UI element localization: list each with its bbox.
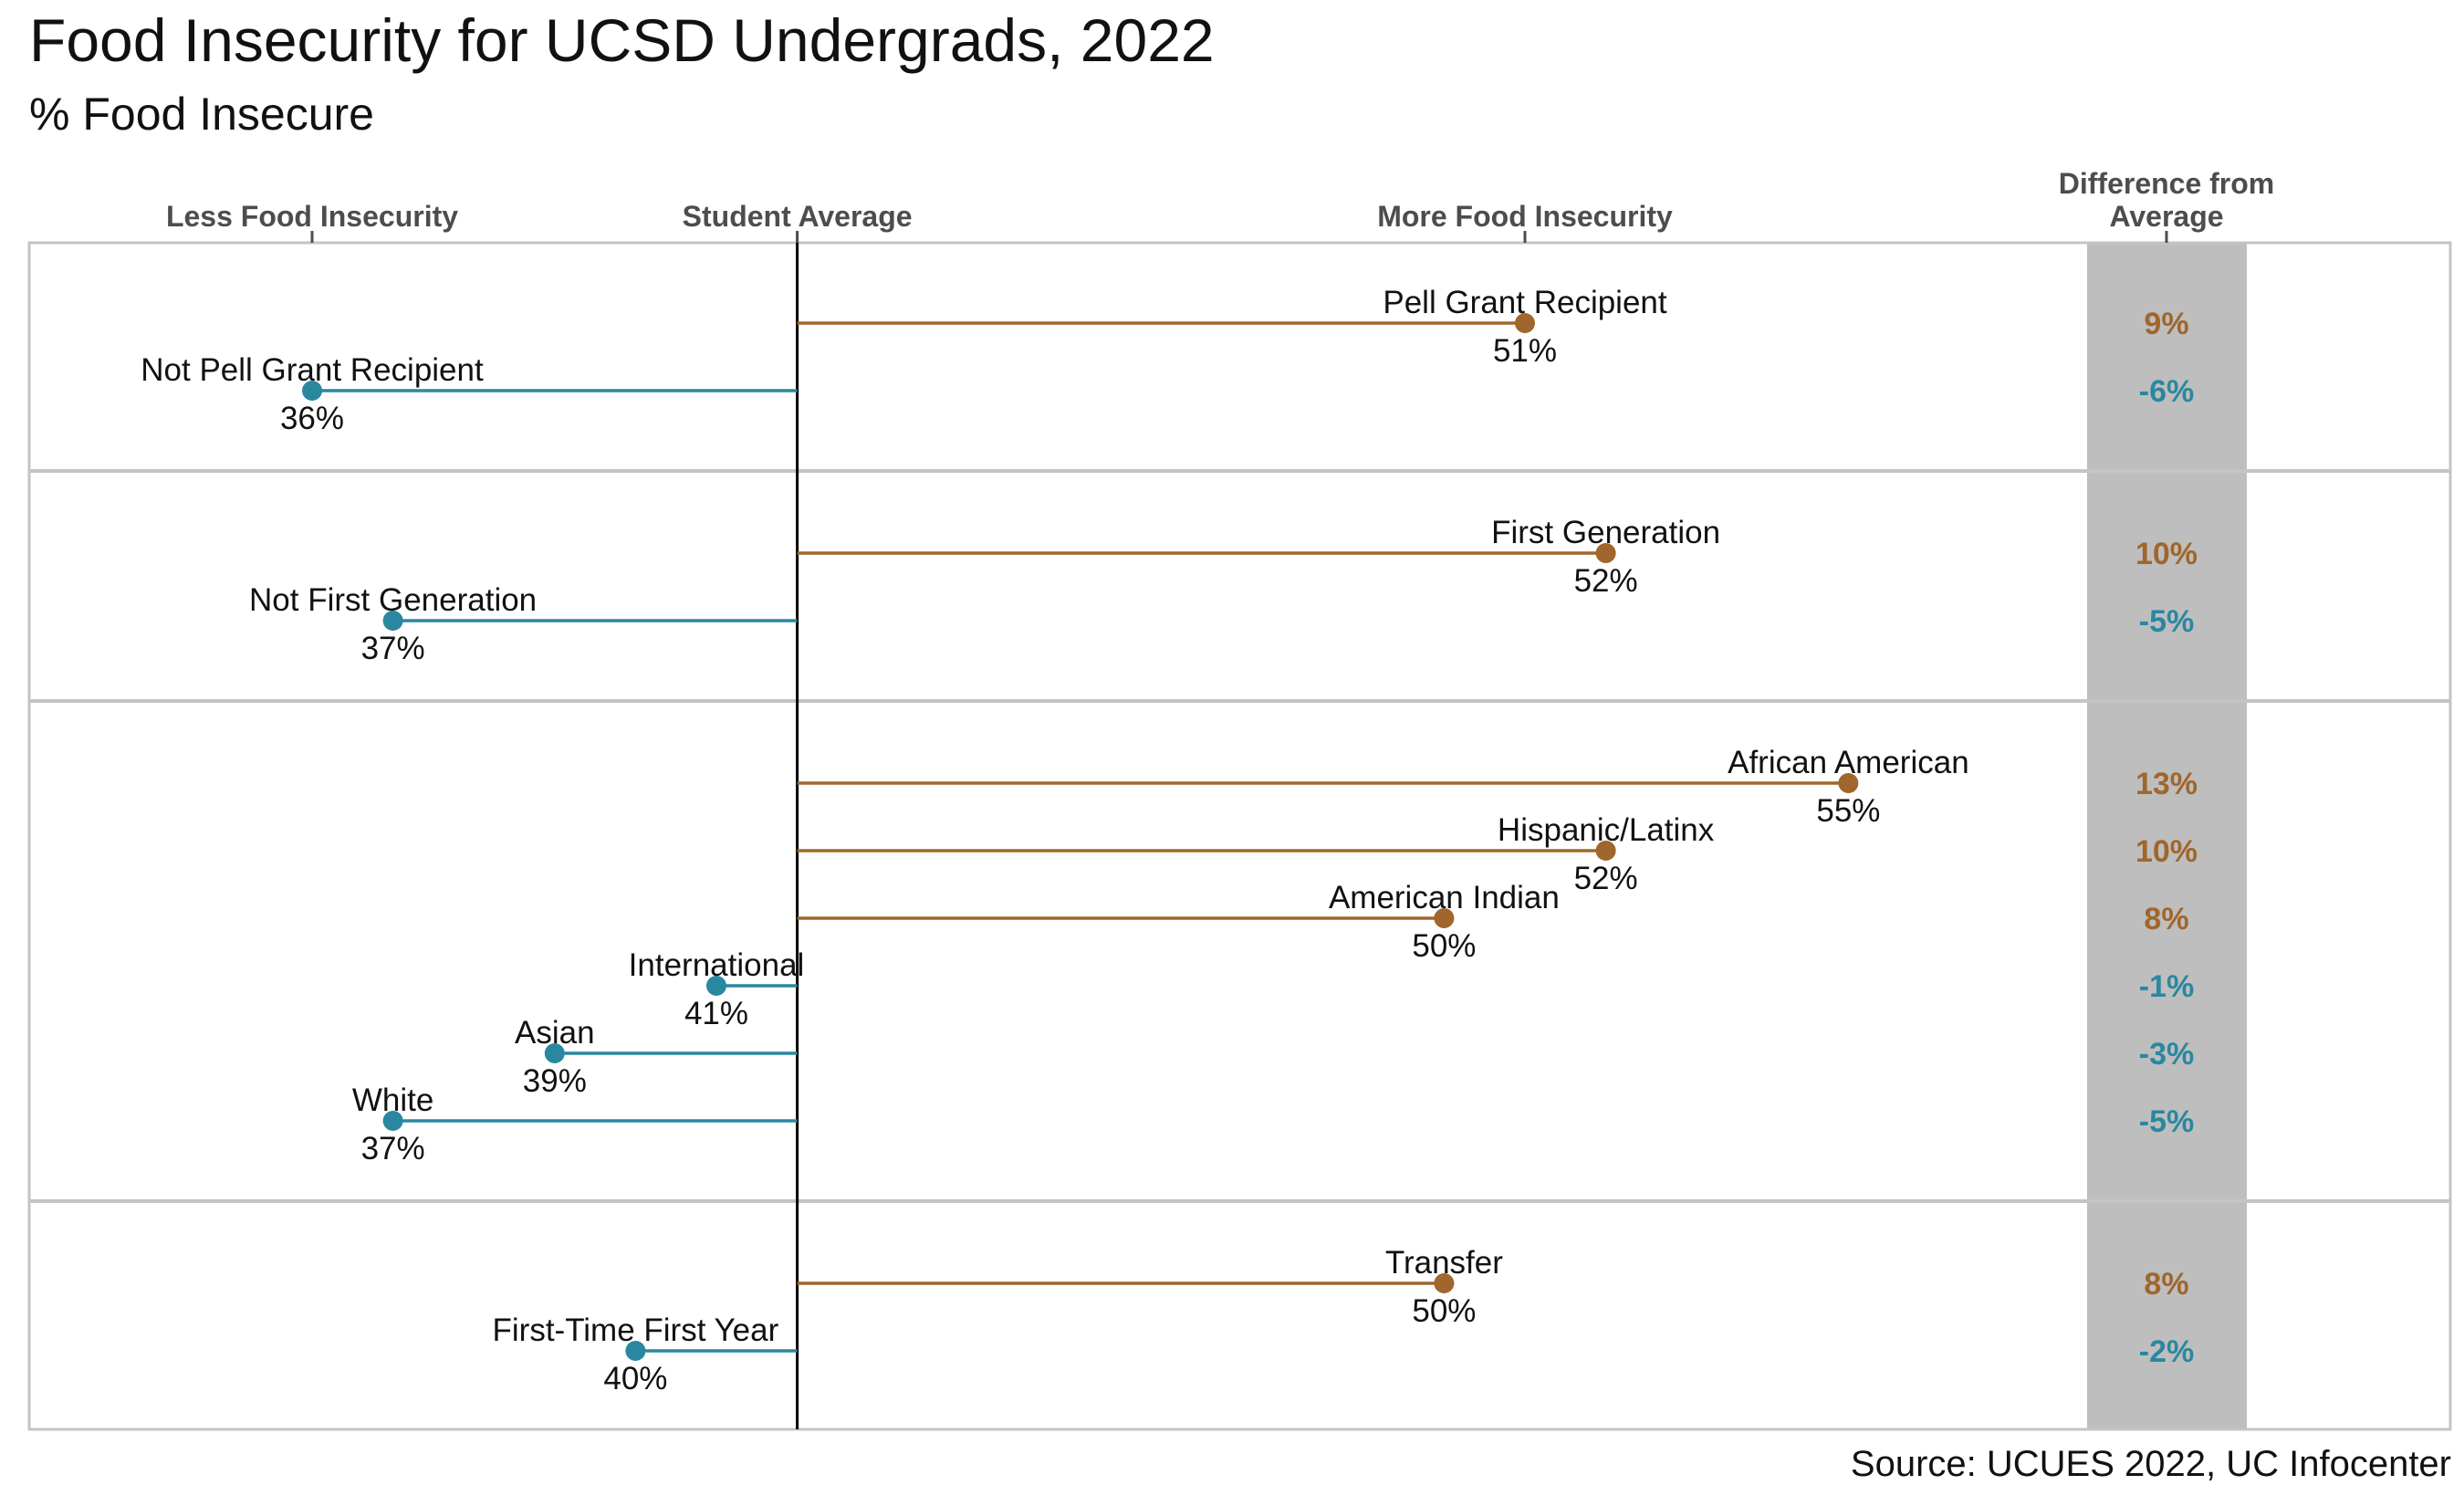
panel-separator [29,1199,2450,1203]
lollipop-point [706,976,726,996]
diff-header-line1: Difference from [2059,167,2275,200]
source-note: Source: UCUES 2022, UC Infocenter [1850,1444,2451,1484]
axis-label: More Food Insecurity [1377,200,1673,233]
axis-label: Less Food Insecurity [166,200,458,233]
difference-label: 8% [2144,1267,2188,1302]
lollipop-point [302,381,322,401]
lollipop-point [382,611,403,631]
point-value-label: 50% [1412,1293,1476,1329]
difference-label: -5% [2139,604,2194,639]
chart-subtitle: % Food Insecure [29,89,374,140]
point-value-label: 52% [1574,563,1638,599]
point-label: African American [1728,745,1969,780]
difference-label: -1% [2139,969,2194,1004]
point-label: Hispanic/Latinx [1498,812,1715,848]
difference-label: 8% [2144,902,2188,936]
point-value-label: 55% [1816,793,1880,829]
panel-separator [29,699,2450,703]
difference-label: 10% [2135,537,2198,571]
point-value-label: 51% [1493,333,1557,369]
difference-band [2087,243,2247,1429]
point-label: International [629,947,805,983]
point-value-label: 41% [684,996,748,1031]
lollipop-point [1434,908,1455,928]
lollipop-point [1838,773,1859,793]
point-label: White [352,1082,433,1118]
point-label: Pell Grant Recipient [1383,285,1667,320]
lollipop-point [1595,543,1616,563]
point-value-label: 36% [280,401,344,436]
axis-label: Student Average [683,200,913,233]
lollipop-point [625,1341,646,1361]
point-label: First-Time First Year [493,1313,779,1348]
point-label: American Indian [1329,880,1560,915]
point-value-label: 50% [1412,928,1476,964]
point-label: Transfer [1385,1245,1503,1281]
difference-label: -2% [2139,1334,2194,1369]
difference-label: -5% [2139,1104,2194,1139]
lollipop-point [382,1111,403,1131]
plot-frame [27,241,2452,1431]
difference-label: 9% [2144,307,2188,341]
point-label: First Generation [1491,515,1720,550]
panel-separator [29,469,2450,473]
lollipop-point [544,1043,565,1063]
point-label: Not Pell Grant Recipient [141,352,484,388]
difference-label: 13% [2135,767,2198,801]
lollipop-point [1595,841,1616,861]
difference-label: 10% [2135,834,2198,869]
point-value-label: 52% [1574,861,1638,896]
lollipop-point [1434,1273,1455,1293]
point-label: Asian [515,1015,595,1051]
lollipop-point [1515,313,1535,333]
diff-header-line2: Average [2109,200,2223,233]
point-value-label: 40% [603,1361,667,1396]
point-value-label: 39% [523,1063,587,1099]
point-value-label: 37% [361,1131,425,1166]
difference-label: -6% [2139,374,2194,409]
point-label: Not First Generation [249,582,537,618]
point-value-label: 37% [361,631,425,666]
chart-title: Food Insecurity for UCSD Undergrads, 202… [29,6,1215,74]
difference-label: -3% [2139,1037,2194,1072]
